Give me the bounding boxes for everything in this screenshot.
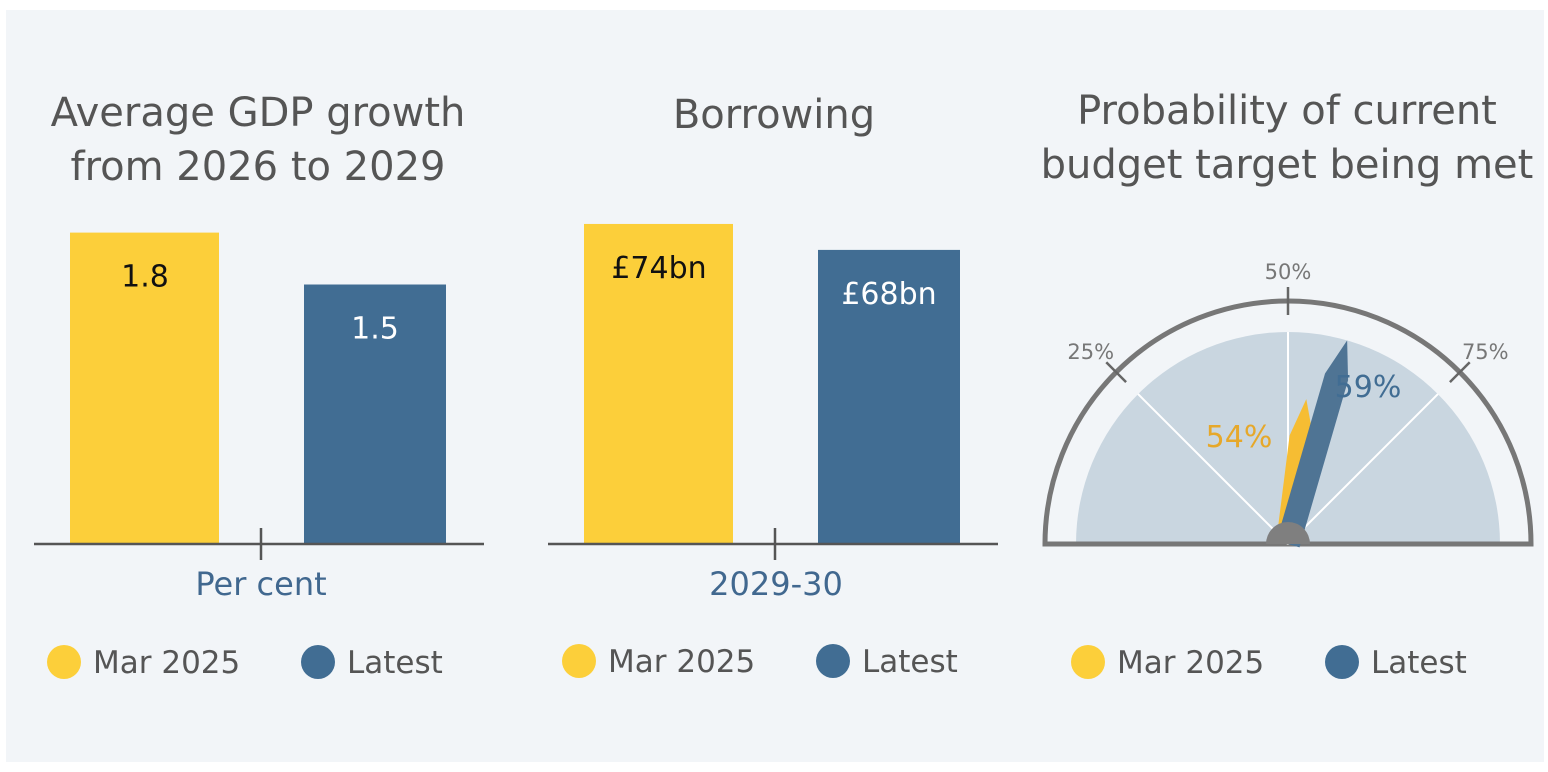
probability-title-line2: budget target being met (1041, 142, 1534, 188)
gdp-bar-label-mar-2025: 1.8 (121, 260, 169, 295)
gauge-label-mar-2025: 54% (1206, 420, 1273, 455)
gauge-label-latest: 59% (1335, 370, 1402, 405)
gdp-title-line1: Average GDP growth (51, 90, 466, 136)
borrowing-legend-label-mar: Mar 2025 (608, 644, 755, 680)
gauge-tick-75 (1449, 361, 1471, 383)
borrowing-legend-dot-mar (562, 644, 596, 678)
probability-legend-dot-mar (1071, 645, 1105, 679)
borrowing-bar-label-latest: £68bn (841, 277, 936, 312)
probability-legend-label-latest: Latest (1371, 645, 1467, 681)
borrowing-bar-latest (818, 249, 960, 544)
gdp-bar-mar-2025 (70, 232, 219, 544)
gauge-ticks: 25% 50% 75% (1067, 260, 1509, 545)
gauge-needle-latest (1276, 340, 1349, 548)
borrowing-x-label: 2029-30 (709, 565, 843, 603)
borrowing-title: Borrowing (673, 92, 875, 138)
gauge-rim (1042, 298, 1534, 547)
gdp-chart: Average GDP growth from 2026 to 2029 1.8… (34, 90, 484, 681)
gauge-spoke-25 (1137, 393, 1289, 545)
gdp-legend-label-mar: Mar 2025 (93, 645, 240, 681)
borrowing-legend-dot-latest (816, 644, 850, 678)
borrowing-legend-label-latest: Latest (862, 644, 958, 680)
gauge-hub (1266, 522, 1310, 544)
gdp-legend-label-latest: Latest (347, 645, 443, 681)
gdp-bar-label-latest: 1.5 (351, 312, 399, 347)
probability-chart: Probability of current budget target bei… (1041, 88, 1534, 681)
probability-legend-label-mar: Mar 2025 (1117, 645, 1264, 681)
borrowing-bar-label-mar-2025: £74bn (611, 251, 706, 286)
borrowing-chart: Borrowing £74bn £68bn 2029-30 Mar 2025 L… (548, 92, 998, 680)
gdp-legend-dot-mar (47, 645, 81, 679)
gauge-tick-label-25: 25% (1067, 340, 1114, 364)
gauge-spoke-75 (1287, 393, 1439, 545)
probability-title-line1: Probability of current (1077, 88, 1497, 134)
gdp-bar-latest (304, 284, 446, 544)
gauge-tick-label-50: 50% (1265, 260, 1312, 284)
gdp-legend-dot-latest (301, 645, 335, 679)
borrowing-bar-mar-2025 (584, 223, 733, 544)
gdp-x-label: Per cent (195, 565, 326, 603)
probability-legend-dot-latest (1325, 645, 1359, 679)
gdp-title-line2: from 2026 to 2029 (71, 144, 446, 190)
gauge-tick-25 (1105, 361, 1127, 383)
gauge-tick-label-75: 75% (1462, 340, 1509, 364)
